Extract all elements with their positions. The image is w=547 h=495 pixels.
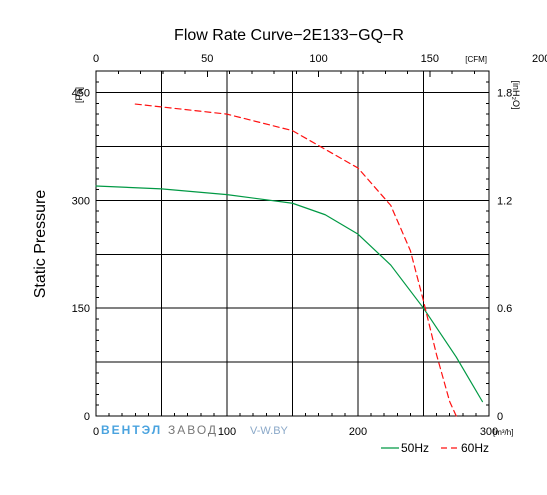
brand-website: V-W.BY bbox=[250, 425, 289, 437]
x-tick-label: 300 bbox=[480, 426, 498, 438]
y-axis-title: Static Pressure bbox=[32, 190, 49, 299]
ticks-layer bbox=[95, 70, 490, 417]
series-line-50hz bbox=[95, 185, 484, 403]
series-layer bbox=[95, 103, 484, 417]
labels-layer: 0 100 200 300 0 50 100 150 200 0 150 300 450 0 0.6 1.2 1… bbox=[72, 53, 547, 438]
top-tick-label: 50 bbox=[201, 53, 213, 65]
y-tick-label: 450 bbox=[72, 88, 90, 100]
legend: 50Hz 60Hz bbox=[381, 441, 489, 455]
series-line-60hz bbox=[134, 103, 457, 417]
chart-title: Flow Rate Curve−2E133−GQ−R bbox=[174, 27, 404, 44]
grid-layer bbox=[95, 70, 490, 417]
right-tick-label: 0.6 bbox=[497, 303, 512, 315]
x-tick-label: 0 bbox=[93, 426, 99, 438]
x-top-unit-label: [CFM] bbox=[465, 55, 487, 64]
y-right-unit-label: [inH₂O] bbox=[511, 81, 521, 110]
y-tick-label: 0 bbox=[84, 411, 90, 423]
y-tick-label: 150 bbox=[72, 303, 90, 315]
top-tick-label: 100 bbox=[309, 53, 327, 65]
brand-company: ВЕНТЭЛ bbox=[101, 423, 162, 437]
right-tick-label: 0 bbox=[497, 411, 503, 423]
x-tick-label: 100 bbox=[218, 426, 236, 438]
legend-label-60hz: 60Hz bbox=[461, 441, 489, 455]
right-tick-label: 1.8 bbox=[497, 88, 512, 100]
y-tick-label: 300 bbox=[72, 195, 90, 207]
top-tick-label: 0 bbox=[93, 53, 99, 65]
right-tick-label: 1.2 bbox=[497, 195, 512, 207]
brand-tagline: ЗАВОД bbox=[168, 423, 218, 437]
legend-label-50hz: 50Hz bbox=[401, 441, 429, 455]
top-tick-label: 200 bbox=[532, 53, 547, 65]
y-left-unit-label: [Pa] bbox=[74, 87, 84, 103]
x-bottom-unit-label: [m³/h] bbox=[493, 428, 513, 437]
top-tick-label: 150 bbox=[421, 53, 439, 65]
x-tick-label: 200 bbox=[349, 426, 367, 438]
